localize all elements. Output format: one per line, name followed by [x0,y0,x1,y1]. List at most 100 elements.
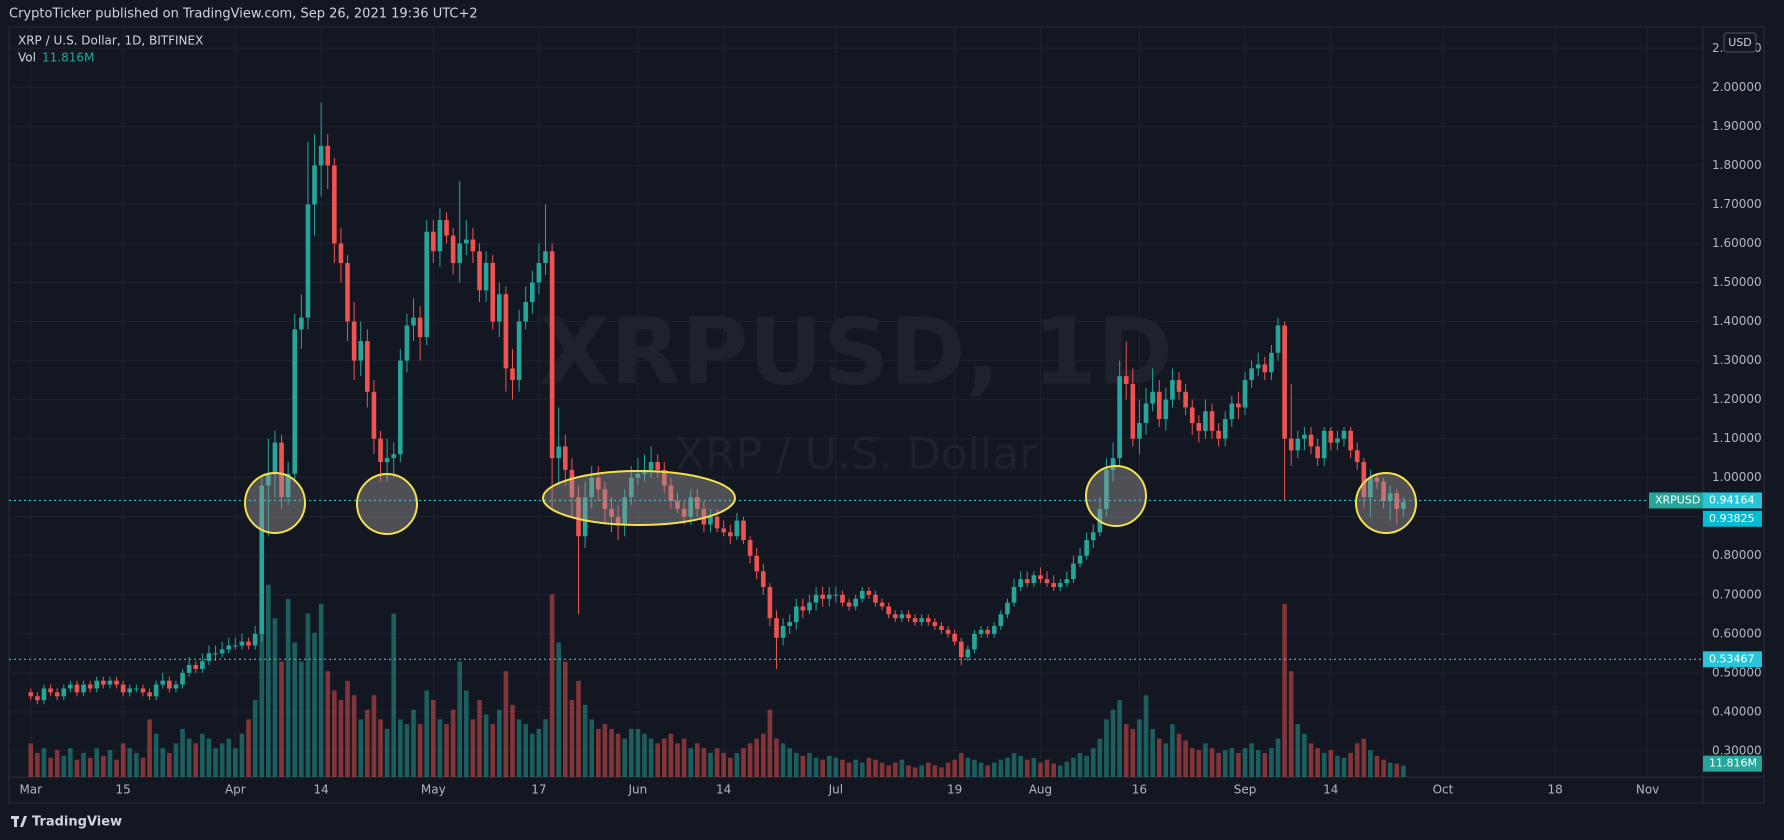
y-tick-label: 1.80000 [1712,158,1762,172]
volume-bar [800,755,806,777]
volume-bar [1130,728,1136,777]
volume-bar [609,728,614,777]
candle-body [384,458,390,463]
y-tick-label: 1.30000 [1712,353,1762,367]
volume-bar [101,755,106,777]
candle-body [556,446,562,459]
volume-bar [490,724,496,777]
volume-bar [285,599,291,777]
footer-logo [11,816,27,827]
candle-body [661,469,667,486]
currency-label[interactable]: USD [1728,36,1752,49]
candle-body [127,688,133,693]
candle-body [1229,403,1235,420]
volume-bar [892,762,898,777]
volume-bar [1229,748,1235,777]
volume-bar [1387,762,1393,777]
candle-body [398,360,403,455]
candle-body [173,684,179,689]
annotation-ellipse [1085,465,1147,527]
volume-bar [1077,752,1083,777]
candle-body [87,684,93,689]
volume-bar [424,690,430,777]
volume-bar [160,748,166,777]
price-line-label: 0.94164 [1709,493,1755,506]
volume-bar [615,733,621,777]
candle-body [530,282,535,303]
y-tick-label: 2.00000 [1712,80,1762,94]
volume-bar [939,767,944,777]
volume-bar [48,757,53,777]
volume-bar [1196,750,1202,777]
candle-body [1236,403,1241,408]
candle-body [134,688,139,690]
candle-body [787,622,792,627]
candle-body [107,680,113,685]
candle-body [371,391,377,439]
volume-bar [206,738,212,777]
candle-body [1354,450,1360,463]
last-volume-label: 11.816M [1709,757,1757,770]
y-tick-label: 1.90000 [1712,119,1762,133]
x-tick-label: May [421,783,446,797]
currency-badge[interactable] [1723,32,1757,53]
candle-body [94,680,100,689]
candle-body [180,672,185,685]
volume-bar [958,752,964,777]
price-line-badge [1703,492,1762,509]
candle-body [325,145,331,166]
watermark: XRPUSD, 1D [539,298,1173,405]
x-tick-label: Jun [628,783,648,797]
volume-bar [1005,757,1010,777]
volume-bar [576,680,581,777]
volume-bar [833,757,839,777]
volume-bar [1401,765,1406,777]
y-tick-label: 1.50000 [1712,275,1762,289]
volume-bar [919,765,924,777]
volume-bar [1123,724,1129,777]
annotation-ellipse [244,472,306,534]
volume-bar [1163,743,1169,777]
volume-bar [483,714,489,777]
candle-body [965,649,971,658]
volume-bar [457,661,463,777]
volume-bar [404,724,410,777]
volume-bar [516,719,522,777]
candle-body [741,520,746,541]
volume-bar [81,752,86,777]
candle-body [1302,434,1307,439]
volume-bar [1038,762,1043,777]
volume-bar [859,762,865,777]
volume-bar [28,743,34,777]
volume-bar [813,757,819,777]
candle-body [332,165,337,244]
candle-body [866,590,872,595]
volume-bar [536,728,542,777]
volume-bar [510,704,515,777]
candle-body [345,262,350,322]
volume-bar [345,680,350,777]
candle-body [958,641,964,658]
last-price-badge [1703,510,1762,527]
candle-body [925,618,931,623]
candle-body [365,341,370,392]
volume-bar [793,752,799,777]
volume-bar [589,719,595,777]
price-line-badge [1703,651,1762,668]
volume-bar [530,733,535,777]
volume-bar [358,719,364,777]
volume-bar [41,748,47,777]
volume-bar [648,738,654,777]
candle-body [912,618,918,623]
volume-bar [879,762,885,777]
volume-bar [371,695,377,777]
volume-bar [543,719,548,777]
volume-bar [266,584,271,777]
candle-body [1071,563,1076,580]
candle-body [1156,391,1162,420]
volume-bar [140,757,146,777]
volume-bar [239,733,245,777]
volume-bar [840,759,845,777]
candle-body [1275,325,1281,353]
candle-body [378,438,383,463]
